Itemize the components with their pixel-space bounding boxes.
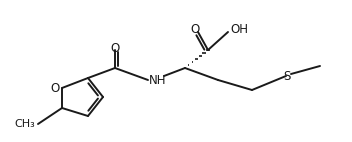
Text: O: O — [50, 82, 59, 94]
Text: S: S — [283, 69, 291, 83]
Text: OH: OH — [230, 23, 248, 36]
Text: O: O — [190, 23, 200, 36]
Text: NH: NH — [149, 74, 166, 86]
Text: CH₃: CH₃ — [14, 119, 35, 129]
Text: O: O — [111, 42, 120, 55]
